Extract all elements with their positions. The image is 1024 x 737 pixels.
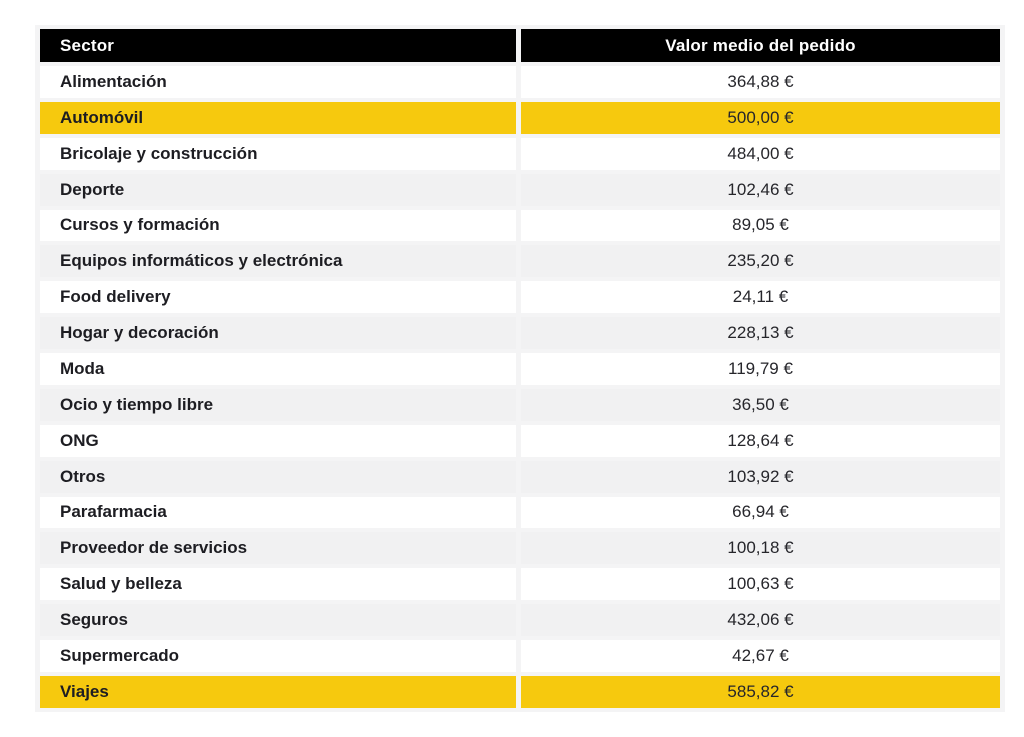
sector-cell: Parafarmacia — [40, 496, 516, 529]
sector-cell: Otros — [40, 460, 516, 493]
sector-cell: Seguros — [40, 604, 516, 636]
sector-cell: Food delivery — [40, 281, 516, 314]
sector-cell: Bricolaje y construcción — [40, 137, 516, 170]
table-row: ONG 128,64 € — [40, 424, 1000, 457]
table-row: Supermercado 42,67 € — [40, 640, 1000, 672]
table-body: Alimentación 364,88 € Automóvil 500,00 €… — [40, 66, 1000, 708]
sector-order-value-table: Sector Valor medio del pedido Alimentaci… — [35, 25, 1005, 712]
value-cell: 66,94 € — [521, 496, 1000, 529]
sector-cell: ONG — [40, 424, 516, 457]
value-cell: 235,20 € — [521, 245, 1000, 278]
table-row: Salud y belleza 100,63 € — [40, 568, 1000, 601]
value-cell: 102,46 € — [521, 173, 1000, 206]
value-cell: 89,05 € — [521, 209, 1000, 242]
sector-cell: Hogar y decoración — [40, 317, 516, 349]
table-row: Automóvil 500,00 € — [40, 101, 1000, 134]
table-row: Deporte 102,46 € — [40, 173, 1000, 206]
value-cell: 42,67 € — [521, 640, 1000, 672]
table-row: Food delivery 24,11 € — [40, 281, 1000, 314]
sector-cell: Supermercado — [40, 640, 516, 672]
table-row: Ocio y tiempo libre 36,50 € — [40, 388, 1000, 421]
table-row: Cursos y formación 89,05 € — [40, 209, 1000, 242]
sector-cell: Deporte — [40, 173, 516, 206]
data-table: Sector Valor medio del pedido Alimentaci… — [35, 25, 1005, 712]
table-row: Parafarmacia 66,94 € — [40, 496, 1000, 529]
value-cell: 484,00 € — [521, 137, 1000, 170]
value-cell: 128,64 € — [521, 424, 1000, 457]
column-header-valor-medio: Valor medio del pedido — [521, 29, 1000, 62]
value-cell: 36,50 € — [521, 388, 1000, 421]
value-cell: 432,06 € — [521, 604, 1000, 636]
column-header-sector: Sector — [40, 29, 516, 62]
value-cell: 119,79 € — [521, 353, 1000, 385]
table-header: Sector Valor medio del pedido — [40, 29, 1000, 62]
sector-cell: Viajes — [40, 675, 516, 708]
table-row: Moda 119,79 € — [40, 353, 1000, 385]
value-cell: 228,13 € — [521, 317, 1000, 349]
sector-cell: Alimentación — [40, 66, 516, 98]
value-cell: 500,00 € — [521, 101, 1000, 134]
value-cell: 100,18 € — [521, 532, 1000, 565]
header-row: Sector Valor medio del pedido — [40, 29, 1000, 62]
value-cell: 100,63 € — [521, 568, 1000, 601]
sector-cell: Moda — [40, 353, 516, 385]
sector-cell: Proveedor de servicios — [40, 532, 516, 565]
table-row: Equipos informáticos y electrónica 235,2… — [40, 245, 1000, 278]
table-row: Seguros 432,06 € — [40, 604, 1000, 636]
table-row: Proveedor de servicios 100,18 € — [40, 532, 1000, 565]
table-row: Alimentación 364,88 € — [40, 66, 1000, 98]
sector-cell: Ocio y tiempo libre — [40, 388, 516, 421]
value-cell: 24,11 € — [521, 281, 1000, 314]
table-row: Bricolaje y construcción 484,00 € — [40, 137, 1000, 170]
table-row: Viajes 585,82 € — [40, 675, 1000, 708]
value-cell: 585,82 € — [521, 675, 1000, 708]
table-row: Hogar y decoración 228,13 € — [40, 317, 1000, 349]
sector-cell: Salud y belleza — [40, 568, 516, 601]
value-cell: 103,92 € — [521, 460, 1000, 493]
value-cell: 364,88 € — [521, 66, 1000, 98]
sector-cell: Automóvil — [40, 101, 516, 134]
sector-cell: Equipos informáticos y electrónica — [40, 245, 516, 278]
table-row: Otros 103,92 € — [40, 460, 1000, 493]
sector-cell: Cursos y formación — [40, 209, 516, 242]
